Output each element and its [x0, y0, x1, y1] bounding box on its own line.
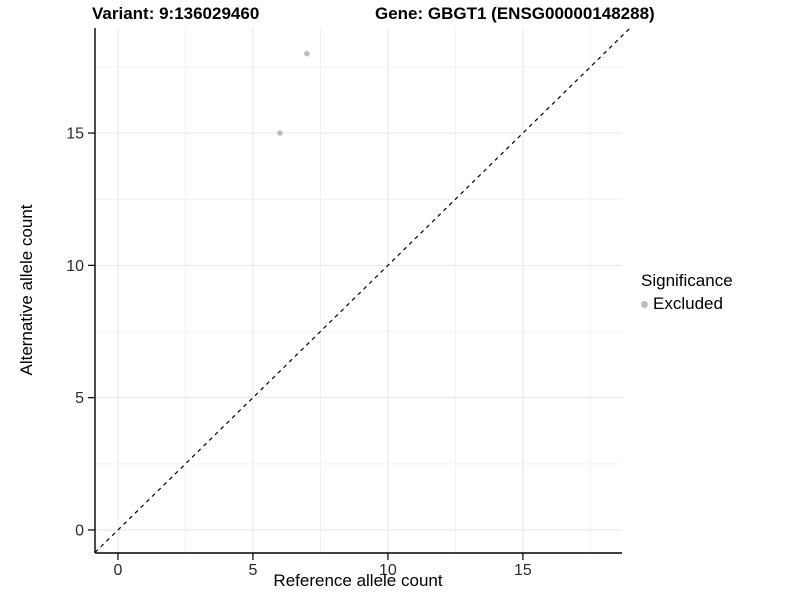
x-tick-label: 5: [248, 562, 257, 579]
y-tick-label: 15: [66, 126, 84, 143]
identity-reference-line: [94, 26, 632, 553]
data-point: [304, 50, 310, 57]
legend-title: Significance: [641, 271, 733, 290]
y-tick-label: 0: [75, 522, 84, 539]
x-tick-label: 15: [514, 562, 532, 579]
legend-point-icon: [641, 300, 648, 308]
x-tick-label: 0: [113, 562, 122, 579]
y-tick-label: 5: [75, 390, 84, 407]
legend-item-label: Excluded: [653, 294, 723, 313]
legend-item-excluded: Excluded: [641, 294, 733, 314]
plot-title-variant: Variant: 9:136029460: [92, 4, 260, 23]
plot-title-gene: Gene: GBGT1 (ENSG00000148288): [375, 4, 655, 23]
x-axis-title: Reference allele count: [273, 571, 443, 590]
legend: Significance Excluded: [641, 271, 733, 314]
y-axis-title: Alternative allele count: [17, 204, 36, 376]
y-tick-label: 10: [66, 258, 84, 275]
x-tick-label: 10: [379, 562, 397, 579]
data-point: [277, 130, 283, 136]
